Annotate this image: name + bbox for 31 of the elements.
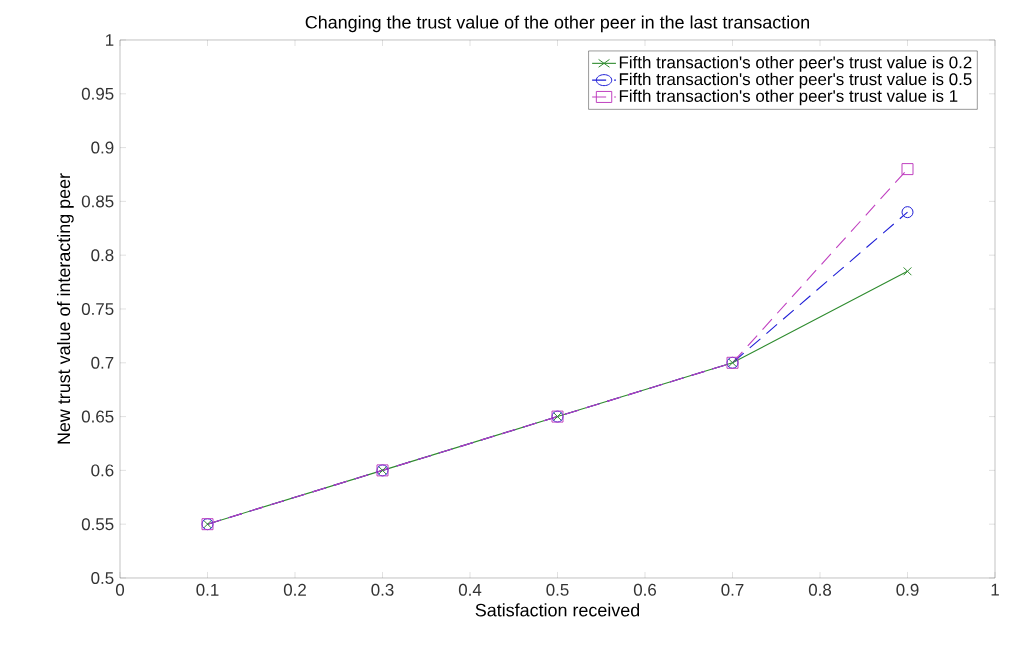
x-tick-label: 0 — [115, 583, 125, 596]
x-tick-label: 0.5 — [546, 583, 569, 596]
y-tick-label: 0.65 — [81, 410, 114, 423]
y-tick-label: 0.7 — [91, 356, 114, 369]
y-tick-label: 0.5 — [91, 571, 114, 584]
x-axis-title: Satisfaction received — [475, 603, 640, 617]
y-tick-label: 0.6 — [91, 464, 114, 477]
x-tick-label: 1 — [991, 583, 999, 596]
x-tick-label: 0.4 — [458, 583, 482, 596]
legend-label: Fifth transaction's other peer's trust value is 1 — [619, 89, 958, 106]
y-axis-title: New trust value of interacting peer — [56, 173, 74, 444]
y-tick-label: 0.85 — [81, 195, 114, 208]
y-tick-label: 1 — [106, 34, 114, 46]
y-tick-label: 0.55 — [81, 518, 114, 531]
x-tick-label: 0.7 — [721, 583, 744, 596]
x-tick-label: 0.8 — [808, 583, 832, 596]
chart-title: Changing the trust value of the other peer in the last transaction — [305, 15, 809, 33]
point — [901, 163, 914, 176]
y-tick-label: 0.75 — [81, 302, 114, 315]
point — [903, 266, 912, 276]
legend-label: Fifth transaction's other peer's trust value is 0.5 — [619, 72, 972, 89]
x-tick-label: 0.6 — [633, 583, 657, 596]
x-tick-label: 0.3 — [371, 583, 394, 596]
point — [901, 206, 914, 219]
y-tick-label: 0.95 — [81, 87, 114, 100]
x-tick-label: 0.1 — [196, 583, 219, 596]
x-tick-label: 0.9 — [896, 583, 919, 596]
y-tick-label: 0.9 — [91, 141, 114, 154]
y-tick-label: 0.8 — [91, 249, 114, 262]
x-tick-label: 0.2 — [283, 583, 306, 596]
legend-label: Fifth transaction's other peer's trust value is 0.2 — [619, 55, 972, 72]
